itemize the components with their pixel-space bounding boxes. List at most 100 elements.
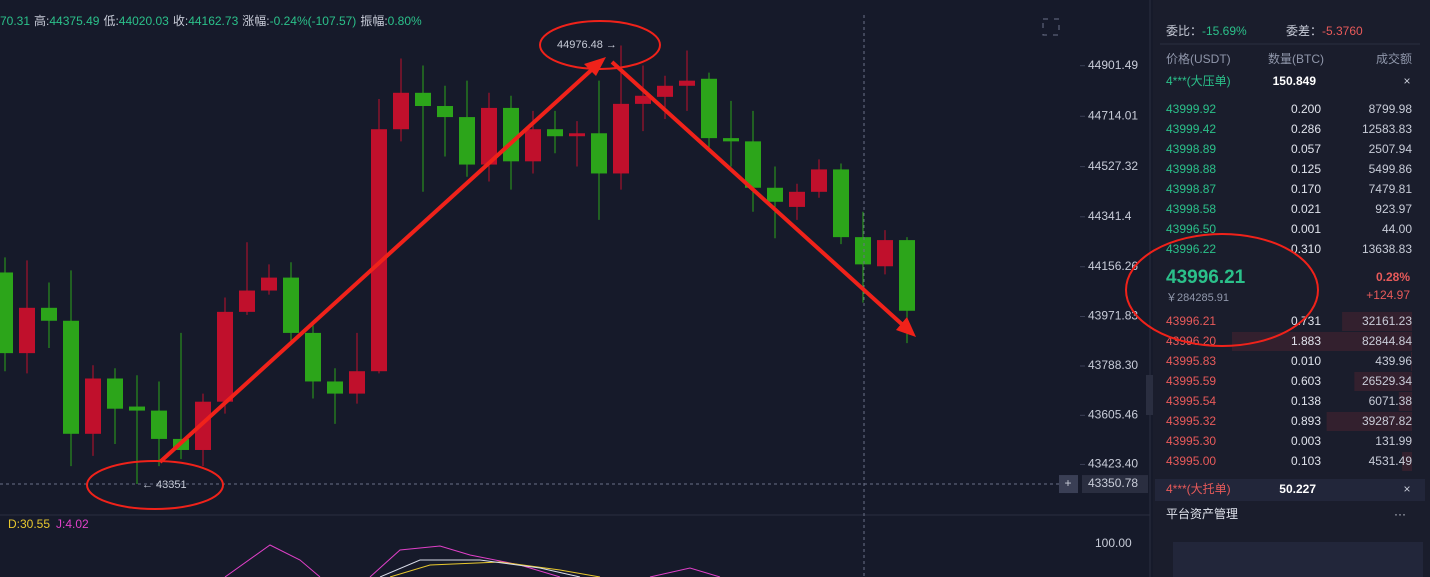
turnover: 12583.83 (1362, 122, 1412, 136)
crosshair-label-bg (1082, 475, 1148, 494)
candle-body (239, 290, 255, 312)
price: 43996.21 (1166, 314, 1216, 328)
annotation-circle (539, 20, 661, 70)
quantity: 0.001 (1291, 222, 1321, 236)
stat-value: 0.80% (388, 14, 422, 28)
candle-body (635, 95, 651, 104)
price: 43995.00 (1166, 454, 1216, 468)
quantity: 0.125 (1291, 162, 1321, 176)
price: 43998.89 (1166, 142, 1216, 156)
turnover: 26529.34 (1362, 374, 1412, 388)
bid-wall-amount: 50.227 (1279, 482, 1316, 496)
stat-value: 44162.73 (188, 14, 238, 28)
indicator-j: J:4.02 (56, 517, 89, 531)
y-tick-label: 44714.01 (1088, 108, 1138, 122)
diff-label: 委差： (1286, 24, 1322, 38)
indicator-curves (224, 544, 721, 577)
candle-body (217, 311, 233, 402)
candle-body (767, 187, 783, 202)
col-header: 价格(USDT) (1166, 51, 1231, 66)
close-icon: × (1403, 482, 1410, 496)
price: 43998.87 (1166, 182, 1216, 196)
indicator-tick: 100.00 (1095, 536, 1132, 550)
y-tick-label: 43605.46 (1088, 408, 1138, 422)
change: +124.97 (1366, 288, 1410, 302)
quantity: 0.103 (1291, 454, 1321, 468)
ratio: -15.69% (1202, 24, 1247, 38)
price: 43995.32 (1166, 414, 1216, 428)
crosshair-add-icon: + (1064, 476, 1071, 490)
y-tick-label: 44901.49 (1088, 58, 1138, 72)
header-stats: 70.31 高:44375.49 低:44020.03 收:44162.73 涨幅:-0… (0, 13, 422, 28)
candle-body (371, 129, 387, 372)
y-tick-label: 44341.4 (1088, 209, 1132, 223)
price: 43995.54 (1166, 394, 1216, 408)
col-header: 数量(BTC) (1268, 51, 1324, 66)
candle-body (437, 106, 453, 118)
ratio-label: 委比： (1166, 24, 1202, 38)
candle-body (151, 410, 167, 439)
crosshair-label: 43350.78 (1088, 476, 1138, 490)
candle-body (327, 381, 343, 394)
trend-arrow (158, 62, 600, 464)
candle-body (591, 133, 607, 174)
y-tick-label: 44156.26 (1088, 259, 1138, 273)
j-curve (369, 545, 561, 577)
fullscreen-button[interactable] (1042, 18, 1060, 36)
quantity: 0.010 (1291, 354, 1321, 368)
quantity: 0.138 (1291, 394, 1321, 408)
k-curve (224, 544, 321, 577)
change-pct: 0.28% (1376, 270, 1410, 284)
turnover: 39287.82 (1362, 414, 1412, 428)
quantity: 0.310 (1291, 242, 1321, 256)
stat-value: -0.24%(-107.57) (270, 14, 357, 28)
quantity: 0.003 (1291, 434, 1321, 448)
depth-bar (1354, 372, 1412, 391)
depth-bar (1342, 312, 1412, 331)
order-book: 委比： -15.69% 委差： -5.3760 价格(USDT) 数量(BTC) 成交额 4*… (1155, 24, 1425, 577)
price: 43996.50 (1166, 222, 1216, 236)
candle-body (415, 92, 431, 107)
turnover: 131.99 (1375, 434, 1412, 448)
depth-bar (1402, 452, 1412, 471)
turnover: 439.96 (1375, 354, 1412, 368)
turnover: 32161.23 (1362, 314, 1412, 328)
high-annotation: 44976.48 → (557, 39, 617, 51)
collapse-button[interactable] (1146, 375, 1153, 415)
quantity: 0.893 (1291, 414, 1321, 428)
footer-title: 平台资产管理 (1166, 506, 1238, 521)
turnover: 2507.94 (1369, 142, 1413, 156)
candle-body (811, 169, 827, 192)
last-price: 43996.21 (1166, 267, 1246, 288)
candle-body (833, 169, 849, 238)
stat-value: 44020.03 (119, 14, 169, 28)
price: 43995.30 (1166, 434, 1216, 448)
depth-bar (1411, 352, 1412, 371)
candle-body (877, 240, 893, 267)
y-tick-label: 43971.83 (1088, 309, 1138, 323)
candle-body (305, 332, 321, 382)
low-annotation: ← 43351 (142, 479, 187, 491)
arrow-head (584, 57, 606, 76)
candle-body (855, 237, 871, 265)
candle-body (547, 129, 563, 137)
candle-body (723, 138, 739, 142)
arrow-head (896, 317, 916, 337)
stat-label: 收: (173, 14, 188, 28)
candle-body (283, 277, 299, 333)
j2-curve (649, 567, 721, 577)
candle-body (899, 240, 915, 311)
bid-wall-bg (1155, 479, 1425, 501)
quantity: 0.286 (1291, 122, 1321, 136)
candle-body (569, 133, 585, 137)
price: 43998.58 (1166, 202, 1216, 216)
y-tick-label: 43788.30 (1088, 358, 1138, 372)
candle-body (503, 107, 519, 162)
k2-curve (379, 559, 581, 577)
d-curve (389, 561, 601, 577)
turnover: 82844.84 (1362, 334, 1412, 348)
candle-body (19, 307, 35, 354)
stat-label: 低: (103, 14, 118, 28)
price: 43995.83 (1166, 354, 1216, 368)
